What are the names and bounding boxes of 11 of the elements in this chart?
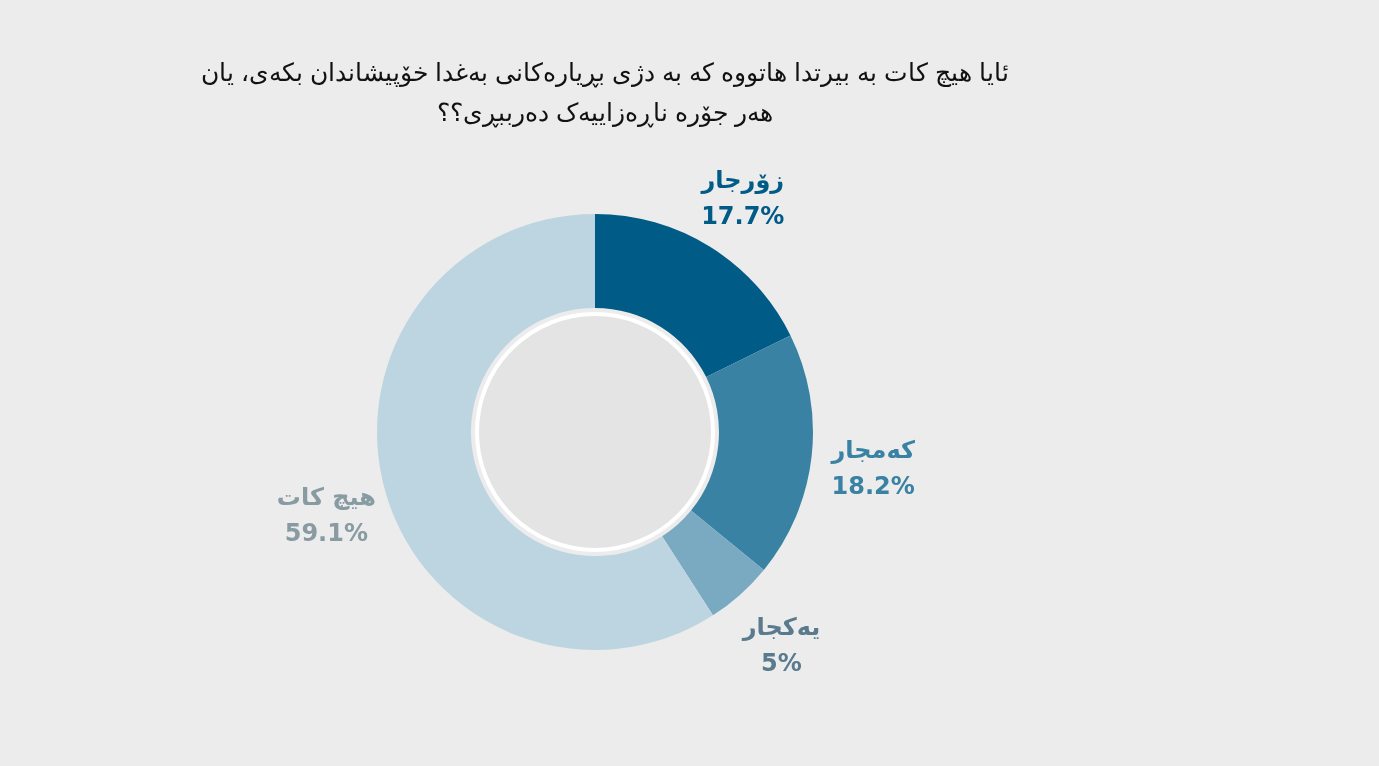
data-label: 18.2% [831, 471, 915, 500]
donut-slice [662, 510, 764, 616]
donut-slice [691, 335, 813, 570]
slice-label: کەمجار [830, 435, 915, 464]
slice-label: زۆرجار [700, 166, 785, 195]
chart-title: ئایا هیچ کات بە بیرتدا هاتووە کە بە دژی بڕیارەکانی بەغدا خۆپیشاندان بکەی، یان هەر جۆرە ناڕەزاییەک دەرببڕی؟؟ [200, 57, 1010, 130]
data-label: 17.7% [701, 202, 785, 231]
data-label: 5% [761, 648, 802, 677]
data-label: 59.1% [284, 518, 368, 547]
slice-label: هیچ کات [276, 482, 376, 511]
slice-label: یەکجار [741, 612, 821, 641]
